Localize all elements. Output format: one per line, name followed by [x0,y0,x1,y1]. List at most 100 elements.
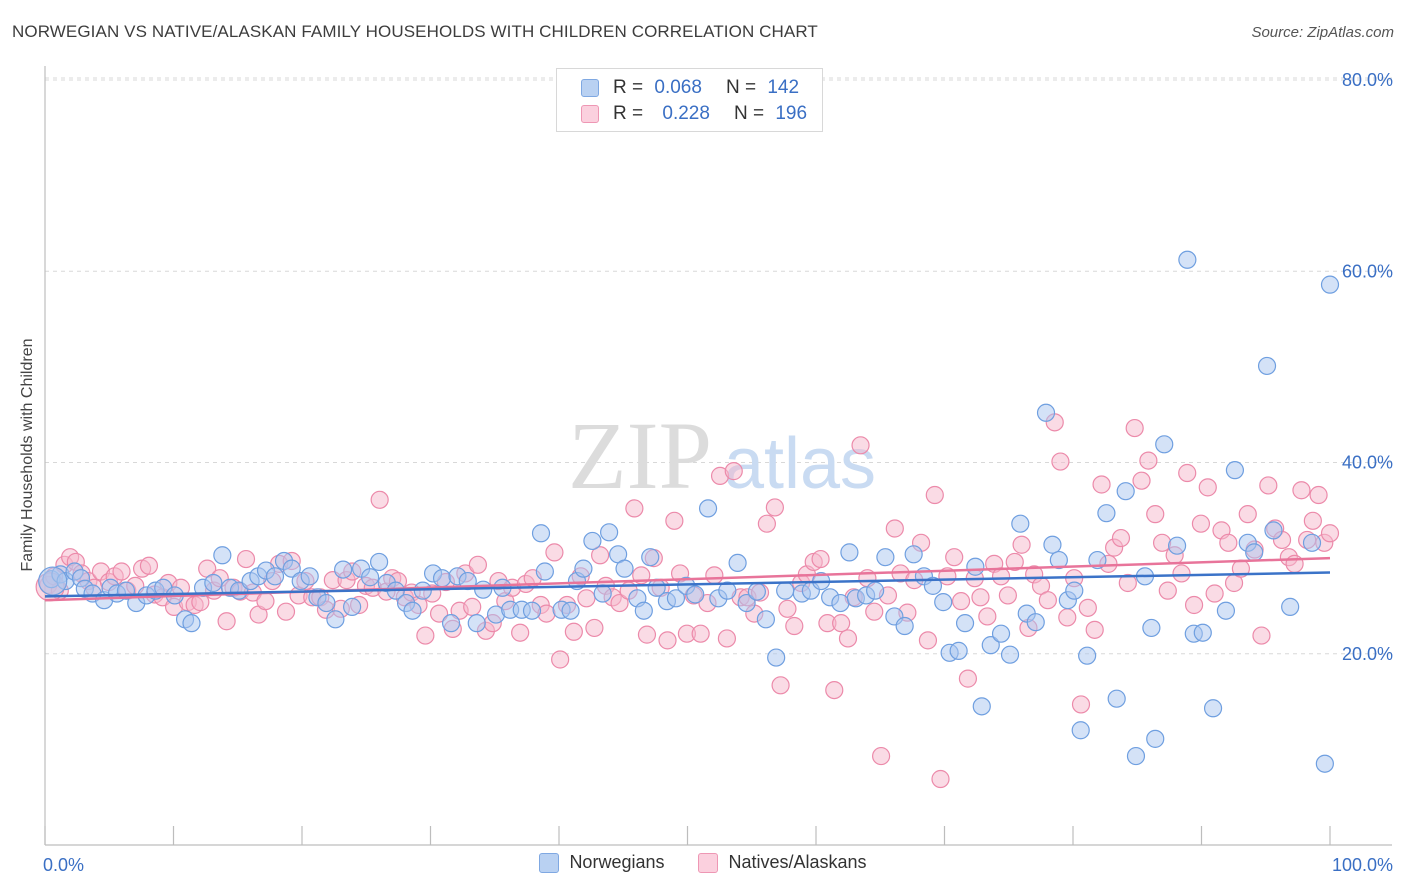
point-natives-alaskans [918,631,938,650]
point-natives-alaskans [1252,626,1271,645]
point-natives-alaskans [370,490,389,509]
point-norwegians [698,499,718,518]
point-norwegians [1036,403,1056,422]
point-norwegians [334,560,353,579]
point-natives-alaskans [705,566,724,585]
point-norwegians [1043,535,1062,554]
point-natives-alaskans [958,669,978,688]
point-norwegians [1000,645,1020,664]
point-norwegians [981,636,1000,655]
legend-row-natives: R = 0.228 N = 196 [581,103,807,125]
point-norwegians [1097,504,1116,523]
point-natives-alaskans [885,519,904,538]
point-natives-alaskans [778,599,797,618]
point-norwegians [972,697,991,716]
point-natives-alaskans [1320,524,1340,543]
point-norwegians [370,552,389,572]
point-natives-alaskans [591,546,610,565]
point-norwegians [1126,746,1146,766]
chart-title: NORWEGIAN VS NATIVE/ALASKAN FAMILY HOUSE… [12,22,818,41]
legend-label-norwegians: Norwegians [569,852,665,872]
point-norwegians [1155,435,1174,454]
point-natives-alaskans [851,436,870,455]
point-norwegians [991,624,1011,643]
point-norwegians [1065,581,1084,600]
point-natives-alaskans [717,629,737,648]
point-natives-alaskans [1078,598,1097,617]
source-label: Source: ZipAtlas.com [1251,24,1394,41]
point-norwegians [767,648,786,667]
point-natives-alaskans [625,499,644,518]
point-natives-alaskans [256,592,275,611]
point-norwegians [204,573,223,593]
r-value: 0.068 [654,77,702,98]
point-norwegians [326,610,345,629]
point-natives-alaskans [1139,451,1158,470]
axes [44,66,1392,846]
point-natives-alaskans [765,498,784,517]
point-natives-alaskans [112,562,131,581]
point-norwegians [776,581,795,600]
point-norwegians [522,601,542,620]
tick-labels: 20.0% 40.0% 60.0% 80.0% 0.0% 100.0% [43,70,1393,875]
point-natives-alaskans [276,602,296,621]
point-natives-alaskans [1219,533,1238,552]
point-natives-alaskans [811,549,830,569]
watermark-atlas: atlas [724,424,876,504]
point-natives-alaskans [1146,505,1165,524]
point-norwegians [955,614,975,633]
point-natives-alaskans [931,769,950,789]
r-label: R = [613,77,644,98]
point-natives-alaskans [1111,528,1131,548]
point-norwegians [1107,689,1126,708]
point-norwegians [840,543,859,562]
r-label: R = [613,103,644,124]
watermark-zip: ZIP [568,402,712,509]
legend-item-natives-alaskans[interactable]: Natives/Alaskans [698,852,867,873]
point-norwegians [1257,356,1277,376]
point-norwegians [474,580,493,599]
series-legend: Norwegians Natives/Alaskans [0,852,1406,873]
point-norwegians [1078,646,1097,665]
point-norwegians [756,610,775,629]
point-natives-alaskans [1309,485,1328,505]
point-norwegians [403,601,422,620]
point-natives-alaskans [1158,581,1177,600]
point-norwegians [737,593,756,613]
point-norwegians [866,581,885,600]
point-norwegians [1225,461,1245,480]
point-norwegians [641,548,660,567]
point-natives-alaskans [610,593,629,613]
point-natives-alaskans [564,622,583,641]
point-natives-alaskans [429,604,449,623]
point-natives-alaskans [771,676,790,695]
point-natives-alaskans [1259,476,1278,495]
point-norwegians [600,523,619,542]
point-norwegians [1142,618,1161,638]
point-natives-alaskans [757,514,776,533]
point-natives-alaskans [236,549,256,569]
point-natives-alaskans [785,616,804,636]
point-natives-alaskans [463,597,482,616]
point-natives-alaskans [1051,452,1070,471]
y-tick-label: 80.0% [1342,70,1393,90]
y-tick-label: 20.0% [1342,644,1393,664]
x-tick-label: 0.0% [43,855,84,875]
n-label: N = [733,103,765,124]
legend-item-norwegians[interactable]: Norwegians [539,852,664,873]
r-value: 0.228 [662,103,710,124]
point-natives-alaskans [1132,471,1151,490]
point-natives-alaskans [545,543,564,562]
legend-swatch-pink [581,105,599,123]
point-natives-alaskans [665,511,684,530]
point-norwegians [634,601,653,620]
point-natives-alaskans [468,555,488,574]
point-natives-alaskans [1071,695,1091,714]
point-norwegians [38,566,68,596]
point-natives-alaskans [1012,535,1031,554]
point-natives-alaskans [991,567,1011,586]
trend-line-norwegians [44,571,1331,598]
point-norwegians [1178,250,1197,269]
n-label: N = [725,77,757,98]
